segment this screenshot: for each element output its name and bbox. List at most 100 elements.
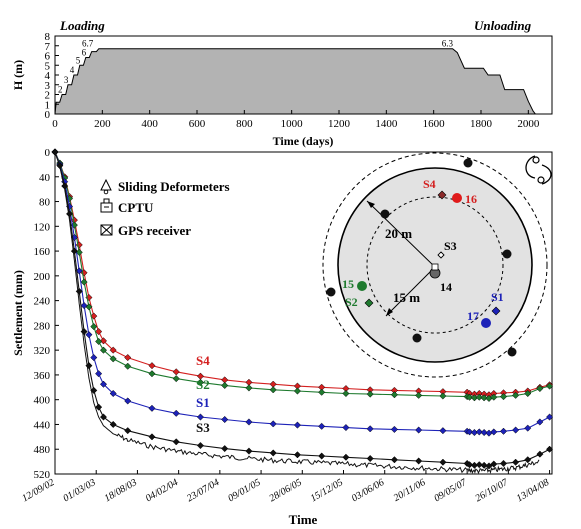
loading-step-label: 5 — [76, 55, 81, 65]
series-point-s2 — [95, 337, 103, 346]
loading-step-label: 6.7 — [82, 39, 94, 49]
radius-15m-arrowhead — [386, 308, 393, 316]
settlement-x-tick-label: 23/07/04 — [185, 477, 221, 504]
settlement-x-tick-label: 04/02/04 — [144, 477, 180, 504]
series-point-s3 — [524, 456, 532, 464]
series-point-s3 — [439, 458, 447, 466]
settlement-y-ticks: 0 40 80 120 160 200 240 280 320 360 400 440 480 520 — [34, 147, 59, 481]
series-point-s2 — [269, 386, 277, 394]
loading-x-tick-label: 1400 — [375, 118, 398, 130]
loading-step-label: 4 — [70, 65, 75, 75]
settlement-x-tick-label: 26/10/07 — [474, 477, 511, 505]
series-point-s2 — [90, 323, 98, 331]
series-point-s1 — [499, 427, 508, 435]
settlement-point-marker — [502, 249, 512, 259]
series-point-s3 — [99, 413, 108, 421]
loading-x-tick-label: 1800 — [470, 118, 493, 130]
settlement-x-tick-label: 01/03/03 — [61, 477, 97, 504]
series-point-s3 — [546, 445, 554, 453]
series-point-s3 — [415, 457, 423, 465]
series-point-s1 — [512, 426, 520, 434]
loading-y-tick-label: 5 — [45, 60, 51, 72]
settlement-x-tick-label: 13/04/08 — [515, 477, 551, 504]
series-point-s2 — [499, 393, 508, 401]
series-point-s3 — [95, 403, 103, 411]
series-point-s1 — [90, 354, 98, 362]
settlement-plot-frame — [54, 151, 553, 475]
series-point-s2 — [485, 394, 493, 403]
loading-y-tick-label: 0 — [45, 109, 51, 121]
series-point-s1 — [293, 421, 301, 429]
settlement-y-tick-label: 200 — [34, 271, 51, 283]
series-point-s4 — [99, 337, 108, 345]
series-point-s2 — [196, 378, 205, 386]
loading-y-tick-label: 1 — [45, 99, 51, 111]
radius-15m-label: 15 m — [393, 290, 420, 305]
series-point-s3 — [490, 460, 498, 468]
s1-diamond — [491, 306, 501, 316]
series-point-s2 — [466, 393, 474, 401]
settlement-y-tick-label: 160 — [34, 246, 51, 258]
settlement-y-tick-label: 360 — [34, 370, 51, 382]
series-point-s3 — [109, 420, 117, 429]
series-point-s2 — [480, 394, 488, 402]
loading-x-ticks: 0 200 400 600 800 1000 1200 1400 1600 1800 2000 — [52, 110, 540, 130]
series-point-s1 — [99, 380, 108, 388]
settlement-x-tick-label: 28/06/05 — [267, 477, 303, 504]
point-17-label: 17 — [467, 309, 479, 323]
legend-gps-receiver: GPS receiver — [118, 223, 191, 238]
series-point-s2 — [546, 382, 554, 390]
series-point-s2 — [536, 384, 544, 393]
series-point-s3 — [390, 456, 398, 464]
series-point-s3 — [318, 452, 326, 460]
series-point-s1 — [85, 331, 93, 339]
series-point-s4 — [109, 346, 117, 354]
loading-x-tick-label: 800 — [236, 118, 253, 130]
loading-area — [54, 48, 537, 115]
series-point-s3 — [293, 451, 301, 459]
series-point-s1 — [80, 302, 88, 310]
series-point-s2 — [490, 393, 498, 401]
gps-record-line — [54, 151, 540, 474]
series-point-s1 — [490, 428, 498, 436]
series-point-s3 — [499, 459, 508, 468]
point-14-label: 14 — [440, 280, 452, 294]
settlement-x-tick-label: 12/09/02 — [20, 477, 56, 504]
series-point-s1 — [475, 428, 483, 436]
settlement-series — [51, 148, 554, 474]
settlement-y-tick-label: 320 — [34, 345, 51, 357]
series-point-s1 — [390, 425, 398, 433]
series-point-s1 — [439, 427, 447, 435]
series-point-s2 — [221, 381, 229, 390]
settlement-point-marker — [412, 333, 422, 343]
point-15-marker — [357, 281, 367, 291]
series-point-s2 — [109, 355, 117, 363]
loading-y-tick-label: 7 — [45, 41, 51, 53]
loading-y-tick-label: 8 — [45, 31, 51, 43]
settlement-x-tick-label: 09/01/05 — [226, 477, 262, 504]
series-point-s1 — [245, 418, 253, 426]
series-point-s4 — [90, 312, 98, 320]
series-point-s3 — [475, 461, 483, 469]
loading-x-tick-label: 600 — [189, 118, 206, 130]
series-point-s2 — [172, 375, 180, 383]
loading-y-tick-label: 2 — [45, 90, 51, 102]
series-point-s1 — [342, 424, 350, 432]
series-label-s2: S2 — [196, 377, 210, 392]
series-point-s4 — [148, 362, 156, 370]
series-point-s2 — [439, 392, 447, 400]
series-point-s3 — [366, 454, 374, 463]
series-point-s3 — [124, 427, 132, 435]
s3-label: S3 — [444, 239, 457, 253]
series-point-s3 — [480, 461, 488, 469]
s1-inset-label: S1 — [491, 290, 504, 304]
loading-x-tick-label: 200 — [94, 118, 111, 130]
series-label-s1: S1 — [196, 395, 210, 410]
settlement-series-labels: S4 S2 S1 S3 — [196, 353, 210, 435]
loading-x-tick-label: 400 — [141, 118, 158, 130]
point-17-marker — [481, 318, 491, 328]
settlement-y-tick-label: 0 — [45, 147, 51, 159]
settlement-y-axis-label: Settlement (mm) — [11, 270, 25, 356]
series-point-s3 — [342, 453, 350, 461]
settlement-y-tick-label: 440 — [34, 419, 51, 431]
